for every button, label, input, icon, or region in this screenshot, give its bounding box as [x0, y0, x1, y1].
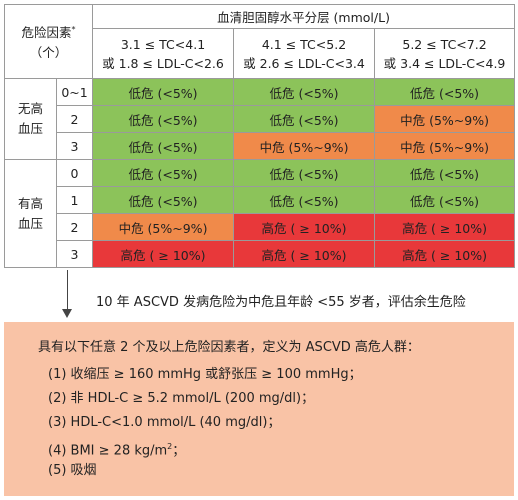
risk-level-cell: 低危 (<5%) [233, 186, 376, 214]
criteria-item: (3) HDL-C<1.0 mmol/L (40 mg/dl)； [38, 411, 514, 435]
risk-factor-count: 2 [55, 213, 94, 241]
criteria-item-text: (5) 吸烟 [48, 463, 97, 478]
bp-group-label-line2: 血压 [17, 121, 43, 136]
criteria-item: (5) 吸烟 [38, 459, 514, 483]
risk-level-cell: 中危 (5%~9%) [374, 105, 516, 133]
ldl-range: 或 2.6 ≤ LDL-C<3.4 [243, 55, 365, 71]
risk-factor-count: 3 [55, 132, 94, 160]
criteria-item: (4) BMI ≥ 28 kg/m2； [38, 435, 514, 459]
risk-level-cell: 低危 (<5%) [92, 159, 235, 187]
bp-group-label: 有高 血压 [4, 159, 57, 268]
risk-level-cell: 低危 (<5%) [374, 78, 516, 106]
cholesterol-range-header: 4.1 ≤ TC<5.2 或 2.6 ≤ LDL-C<3.4 [233, 28, 376, 79]
ldl-range: 或 1.8 ≤ LDL-C<2.6 [102, 55, 224, 71]
bp-group-label-line1: 有高 [17, 195, 43, 211]
high-risk-criteria-box: 具有以下任意 2 个及以上危险因素者，定义为 ASCVD 高危人群： (1) 收… [4, 322, 514, 496]
cholesterol-range-header: 3.1 ≤ TC<4.1 或 1.8 ≤ LDL-C<2.6 [92, 28, 235, 79]
risk-level-cell: 低危 (<5%) [92, 78, 235, 106]
risk-factor-count: 2 [55, 105, 94, 133]
table-row: 1 低危 (<5%) 低危 (<5%) 低危 (<5%) [5, 186, 516, 214]
risk-level-cell: 中危 (5%~9%) [374, 132, 516, 160]
risk-level-cell: 高危 ( ≥ 10%) [374, 240, 516, 268]
flow-note: 10 年 ASCVD 发病危险为中危且年龄 <55 岁者，评估余生危险 [96, 295, 466, 310]
criteria-item-superscript: 2 [167, 442, 173, 451]
criteria-item-punctuation: ； [172, 443, 186, 459]
bp-group-label: 无高 血压 [4, 78, 57, 160]
risk-level-cell: 低危 (<5%) [233, 105, 376, 133]
criteria-item-text: (4) BMI ≥ 28 kg/m [48, 443, 168, 459]
tc-range: 5.2 ≤ TC<7.2 [402, 36, 487, 52]
table-row: 3 高危 ( ≥ 10%) 高危 ( ≥ 10%) 高危 ( ≥ 10%) [5, 240, 516, 268]
risk-level-cell: 中危 (5%~9%) [233, 132, 376, 160]
risk-level-cell: 低危 (<5%) [92, 105, 235, 133]
table-row: 2 中危 (5%~9%) 高危 ( ≥ 10%) 高危 ( ≥ 10%) [5, 213, 516, 241]
risk-level-cell: 中危 (5%~9%) [92, 213, 235, 241]
ldl-range: 或 3.4 ≤ LDL-C<4.9 [383, 55, 506, 71]
arrow-down-icon [62, 309, 72, 318]
risk-factor-label: 危险因素 [21, 25, 72, 41]
tc-range: 3.1 ≤ TC<4.1 [120, 36, 206, 52]
risk-level-cell: 低危 (<5%) [233, 159, 376, 187]
criteria-item-text: (3) HDL-C<1.0 mmol/L (40 mg/dl)； [48, 415, 281, 430]
footnote-mark: * [71, 24, 76, 34]
criteria-item: (1) 收缩压 ≥ 160 mmHg 或舒张压 ≥ 100 mmHg； [38, 363, 514, 387]
risk-level-cell: 高危 ( ≥ 10%) [92, 240, 235, 268]
risk-factor-count: 1 [55, 186, 94, 214]
table-row: 2 低危 (<5%) 低危 (<5%) 中危 (5%~9%) [5, 105, 516, 133]
criteria-item-text: (1) 收缩压 ≥ 160 mmHg 或舒张压 ≥ 100 mmHg； [48, 367, 362, 382]
risk-level-cell: 低危 (<5%) [92, 132, 235, 160]
risk-level-cell: 低危 (<5%) [233, 78, 376, 106]
risk-level-cell: 低危 (<5%) [374, 186, 516, 214]
risk-factor-header: 危险因素* （个） [3, 4, 94, 79]
risk-factor-count: 3 [55, 240, 94, 268]
cholesterol-range-header: 5.2 ≤ TC<7.2 或 3.4 ≤ LDL-C<4.9 [374, 28, 516, 79]
risk-level-cell: 低危 (<5%) [92, 186, 235, 214]
risk-factor-count: 0 [55, 159, 94, 187]
risk-level-cell: 高危 ( ≥ 10%) [233, 213, 376, 241]
risk-factor-count: 0~1 [55, 78, 94, 106]
risk-factor-unit: （个） [29, 45, 68, 61]
table-row: 有高 血压 0 低危 (<5%) 低危 (<5%) 低危 (<5%) [4, 159, 516, 268]
risk-level-cell: 高危 ( ≥ 10%) [374, 213, 516, 241]
risk-level-cell: 高危 ( ≥ 10%) [233, 240, 376, 268]
table-row: 无高 血压 0~1 低危 (<5%) 低危 (<5%) 低危 (<5%) [4, 78, 516, 160]
table-row: 3 低危 (<5%) 中危 (5%~9%) 中危 (5%~9%) [5, 132, 516, 160]
criteria-list: (1) 收缩压 ≥ 160 mmHg 或舒张压 ≥ 100 mmHg； (2) 非… [38, 363, 514, 483]
risk-level-cell: 低危 (<5%) [374, 159, 516, 187]
criteria-item: (2) 非 HDL-C ≥ 5.2 mmol/L (200 mg/dl)； [38, 387, 514, 411]
flow-arrow-line [67, 270, 68, 312]
risk-table: 危险因素* （个） 血清胆固醇水平分层 (mmol/L) 3.1 ≤ TC<4.… [3, 4, 516, 268]
cholesterol-header: 血清胆固醇水平分层 (mmol/L) [92, 4, 516, 29]
criteria-title: 具有以下任意 2 个及以上危险因素者，定义为 ASCVD 高危人群： [38, 340, 420, 355]
bp-group-label-line1: 无高 [17, 101, 43, 116]
tc-range: 4.1 ≤ TC<5.2 [261, 36, 347, 52]
bp-group-label-line2: 血压 [17, 215, 43, 231]
criteria-item-text: (2) 非 HDL-C ≥ 5.2 mmol/L (200 mg/dl)； [48, 391, 315, 406]
